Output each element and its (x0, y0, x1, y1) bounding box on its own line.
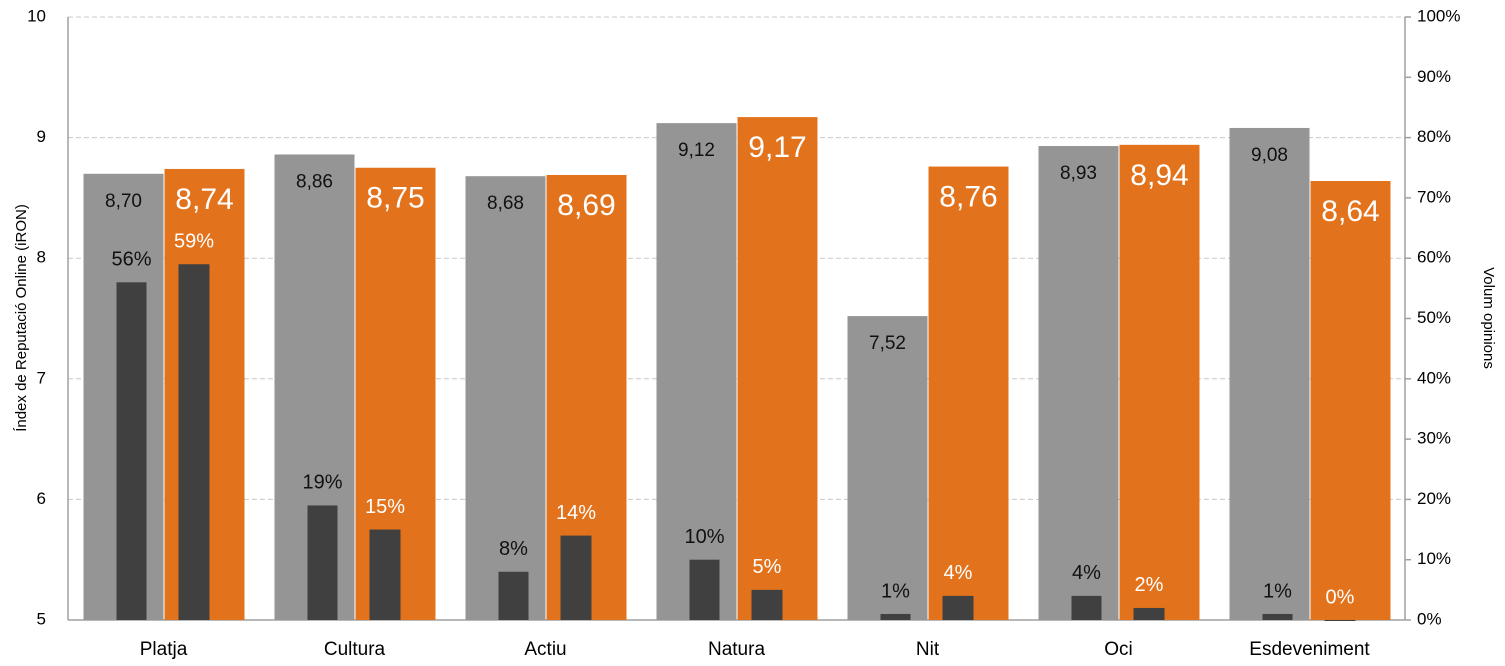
bar (307, 505, 338, 620)
data-label: 8,64 (1321, 195, 1379, 228)
y2-tick-label: 10% (1417, 549, 1451, 568)
bar (1133, 607, 1165, 620)
y2-tick-label: 30% (1417, 429, 1451, 448)
data-label: 8,68 (487, 193, 524, 214)
bar (751, 589, 783, 620)
bar (1262, 613, 1293, 620)
bar (560, 535, 592, 620)
data-label: 8,75 (366, 182, 424, 215)
data-label: 1% (1263, 580, 1292, 602)
bar (689, 559, 720, 620)
data-label: 5% (753, 556, 782, 578)
y2-tick-label: 20% (1417, 489, 1451, 508)
data-label: 15% (365, 496, 405, 518)
data-label: 9,12 (678, 140, 715, 161)
y-tick-label: 8 (37, 248, 46, 267)
bar (928, 166, 1009, 620)
data-label: 19% (302, 472, 342, 494)
x-tick-label: Oci (1104, 639, 1133, 660)
y-axis-label: Índex de Reputació Online (iRON) (13, 204, 30, 432)
y2-tick-label: 0% (1417, 609, 1442, 628)
data-label: 56% (111, 249, 151, 271)
data-label: 9,17 (748, 131, 806, 164)
data-label: 7,52 (869, 333, 906, 354)
x-tick-label: Natura (708, 639, 765, 660)
bar (880, 613, 911, 620)
data-label: 9,08 (1251, 145, 1288, 166)
y-tick-label: 7 (37, 368, 46, 387)
data-label: 10% (684, 526, 724, 548)
data-label: 59% (174, 231, 214, 253)
y2-tick-label: 90% (1417, 67, 1451, 86)
data-label: 8,74 (175, 183, 233, 216)
bar (1324, 620, 1356, 621)
data-label: 0% (1326, 586, 1355, 608)
y2-tick-label: 80% (1417, 127, 1451, 146)
data-label: 8,69 (557, 189, 615, 222)
x-tick-label: Platja (140, 639, 188, 660)
data-label: 8,70 (105, 191, 142, 212)
y2-tick-label: 50% (1417, 308, 1451, 327)
y2-tick-label: 40% (1417, 368, 1451, 387)
bar (178, 264, 210, 620)
y-tick-label: 5 (37, 609, 46, 628)
y-tick-label: 6 (37, 489, 46, 508)
data-label: 8,76 (939, 180, 997, 213)
bar (369, 529, 401, 620)
data-label: 2% (1135, 574, 1164, 596)
x-tick-label: Nit (916, 639, 940, 660)
y2-axis-label: Volum opinions (1480, 267, 1497, 369)
data-label: 8,86 (296, 171, 333, 192)
data-label: 14% (556, 502, 596, 524)
data-label: 8% (499, 538, 528, 560)
bar (1229, 127, 1310, 621)
bar (465, 176, 546, 620)
y-tick-label: 10 (27, 6, 46, 25)
y2-tick-label: 70% (1417, 187, 1451, 206)
data-label: 1% (881, 580, 910, 602)
y-tick-label: 9 (37, 127, 46, 146)
bar (498, 571, 529, 620)
x-tick-label: Actiu (524, 639, 566, 660)
x-tick-label: Cultura (324, 639, 386, 660)
y2-tick-label: 100% (1417, 6, 1460, 25)
bar (1119, 144, 1200, 620)
bar (942, 595, 974, 620)
data-label: 4% (944, 562, 973, 584)
x-tick-label: Esdeveniment (1249, 639, 1370, 660)
bar (737, 117, 818, 621)
y2-tick-label: 60% (1417, 248, 1451, 267)
bar (1310, 181, 1391, 621)
bar (656, 123, 737, 621)
data-label: 8,93 (1060, 163, 1097, 184)
bar (116, 282, 147, 620)
data-label: 8,94 (1130, 159, 1188, 192)
bar (1071, 595, 1102, 620)
bar (1038, 146, 1119, 621)
bar (847, 316, 928, 620)
data-label: 4% (1072, 562, 1101, 584)
